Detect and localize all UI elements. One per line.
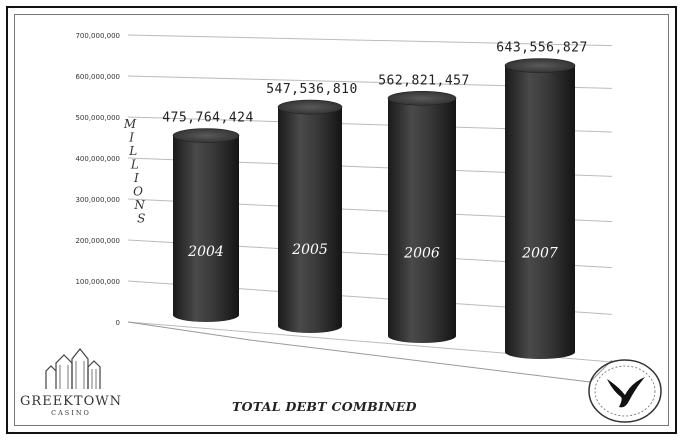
bar-body [388,98,456,343]
greektown-building-icon [45,348,101,389]
y-axis-label-letter: L [128,144,137,158]
y-axis-label-letter: I [128,131,134,145]
y-tick-label: 0 [116,319,120,327]
bar-2005: 2005 547,536,810 [266,82,358,333]
bar-top [172,128,240,143]
bar-top [387,90,457,106]
bar-value-label: 547,536,810 [266,82,358,97]
bar-2004: 2004 475,764,424 [162,111,254,322]
y-axis-label-letter: N [133,198,145,212]
logo-subname: CASINO [51,409,91,417]
bar-2006: 2006 562,821,457 [378,73,470,343]
y-tick-label: 100,000,000 [75,278,120,286]
bar-top [504,58,576,73]
y-tick-label: 600,000,000 [75,73,120,81]
y-tick-label: 200,000,000 [75,237,120,245]
floor-edge [127,321,613,383]
gridline [127,34,613,47]
y-axis-label-letter: S [137,212,145,226]
greektown-casino-logo: GREEKTOWN CASINO [16,345,126,417]
bar-body [173,135,239,322]
y-axis-label-letter: L [130,158,139,172]
bar-top [277,99,343,115]
y-axis-label-letter: O [133,185,143,199]
bar-category-label: 2007 [521,245,558,261]
bar-category-label: 2006 [403,246,440,262]
y-tick-label: 500,000,000 [75,114,120,122]
chart-title: TOTAL DEBT COMBINED [232,399,417,414]
y-axis-label-letter: I [133,171,139,185]
bar-value-label: 475,764,424 [162,111,254,126]
y-tick-label: 700,000,000 [75,32,120,40]
bar-body [505,65,575,360]
y-tick-label: 300,000,000 [75,196,120,204]
bar-body [278,107,342,333]
bar-value-label: 643,556,827 [496,41,588,56]
logo-name: GREEKTOWN [20,394,122,409]
bar-value-label: 562,821,457 [378,73,470,88]
bar-category-label: 2005 [291,242,328,258]
y-tick-label: 400,000,000 [75,155,120,163]
bar-category-label: 2004 [187,244,224,260]
tribal-seal-bird-icon [588,359,662,423]
y-axis-label-letter: M [123,117,137,131]
bar-2007: 2007 643,556,827 [496,41,588,360]
